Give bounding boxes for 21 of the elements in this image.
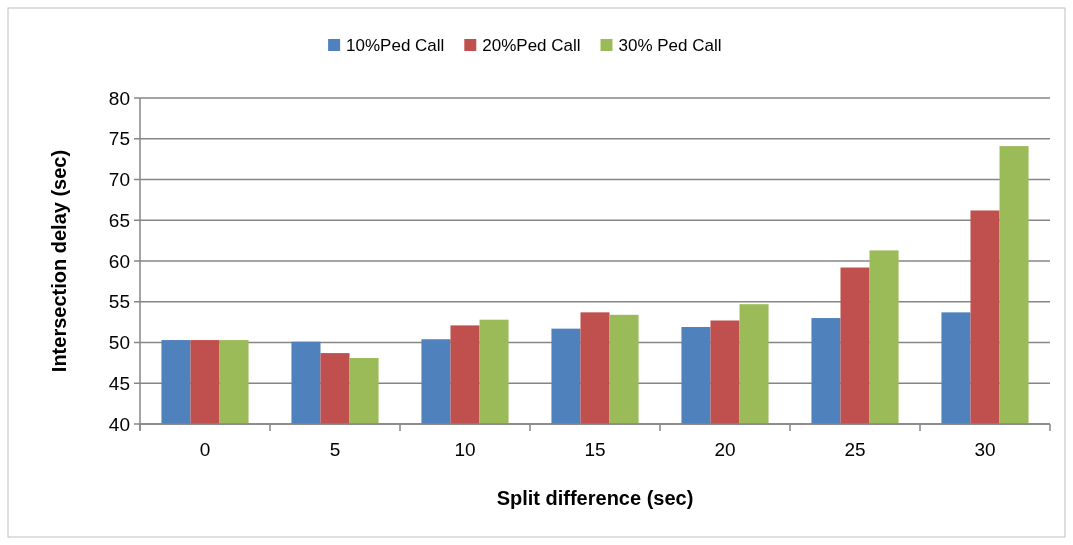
y-tick-label: 45: [108, 372, 130, 394]
y-tick-label: 55: [108, 291, 130, 313]
x-axis-title: Split difference (sec): [496, 487, 694, 509]
y-tick-label: 65: [108, 209, 130, 231]
y-axis-title: Intersection delay (sec): [48, 149, 70, 373]
y-tick-label: 40: [108, 413, 130, 435]
x-tick-label: 10: [454, 439, 476, 460]
legend-label: 20%Ped Call: [482, 35, 581, 55]
legend-label: 30% Ped Call: [618, 35, 722, 55]
x-tick-label: 0: [199, 439, 211, 460]
x-tick-label: 25: [844, 439, 866, 460]
x-tick-label: 5: [329, 439, 341, 460]
x-tick-label: 30: [974, 439, 996, 460]
y-tick-label: 80: [108, 87, 130, 109]
x-tick-label: 20: [714, 439, 736, 460]
y-tick-label: 75: [108, 128, 130, 150]
y-tick-label: 70: [108, 169, 130, 191]
legend-label: 10%Ped Call: [346, 35, 445, 55]
y-tick-label: 60: [108, 250, 130, 272]
y-tick-label: 50: [108, 332, 130, 354]
x-tick-label: 15: [584, 439, 606, 460]
